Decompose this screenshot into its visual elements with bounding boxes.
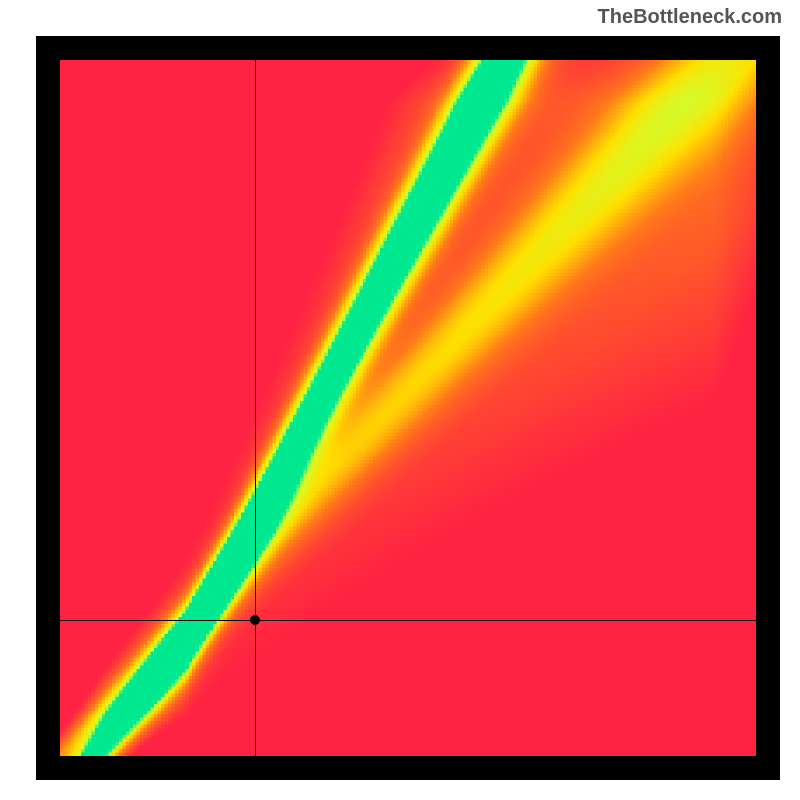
crosshair-horizontal: [60, 620, 756, 621]
plot-frame: [36, 36, 780, 780]
plot-area: [60, 60, 756, 756]
watermark-text: TheBottleneck.com: [598, 6, 782, 29]
crosshair-vertical: [255, 60, 256, 756]
heatmap-canvas: [60, 60, 756, 756]
chart-container: TheBottleneck.com: [0, 0, 800, 800]
